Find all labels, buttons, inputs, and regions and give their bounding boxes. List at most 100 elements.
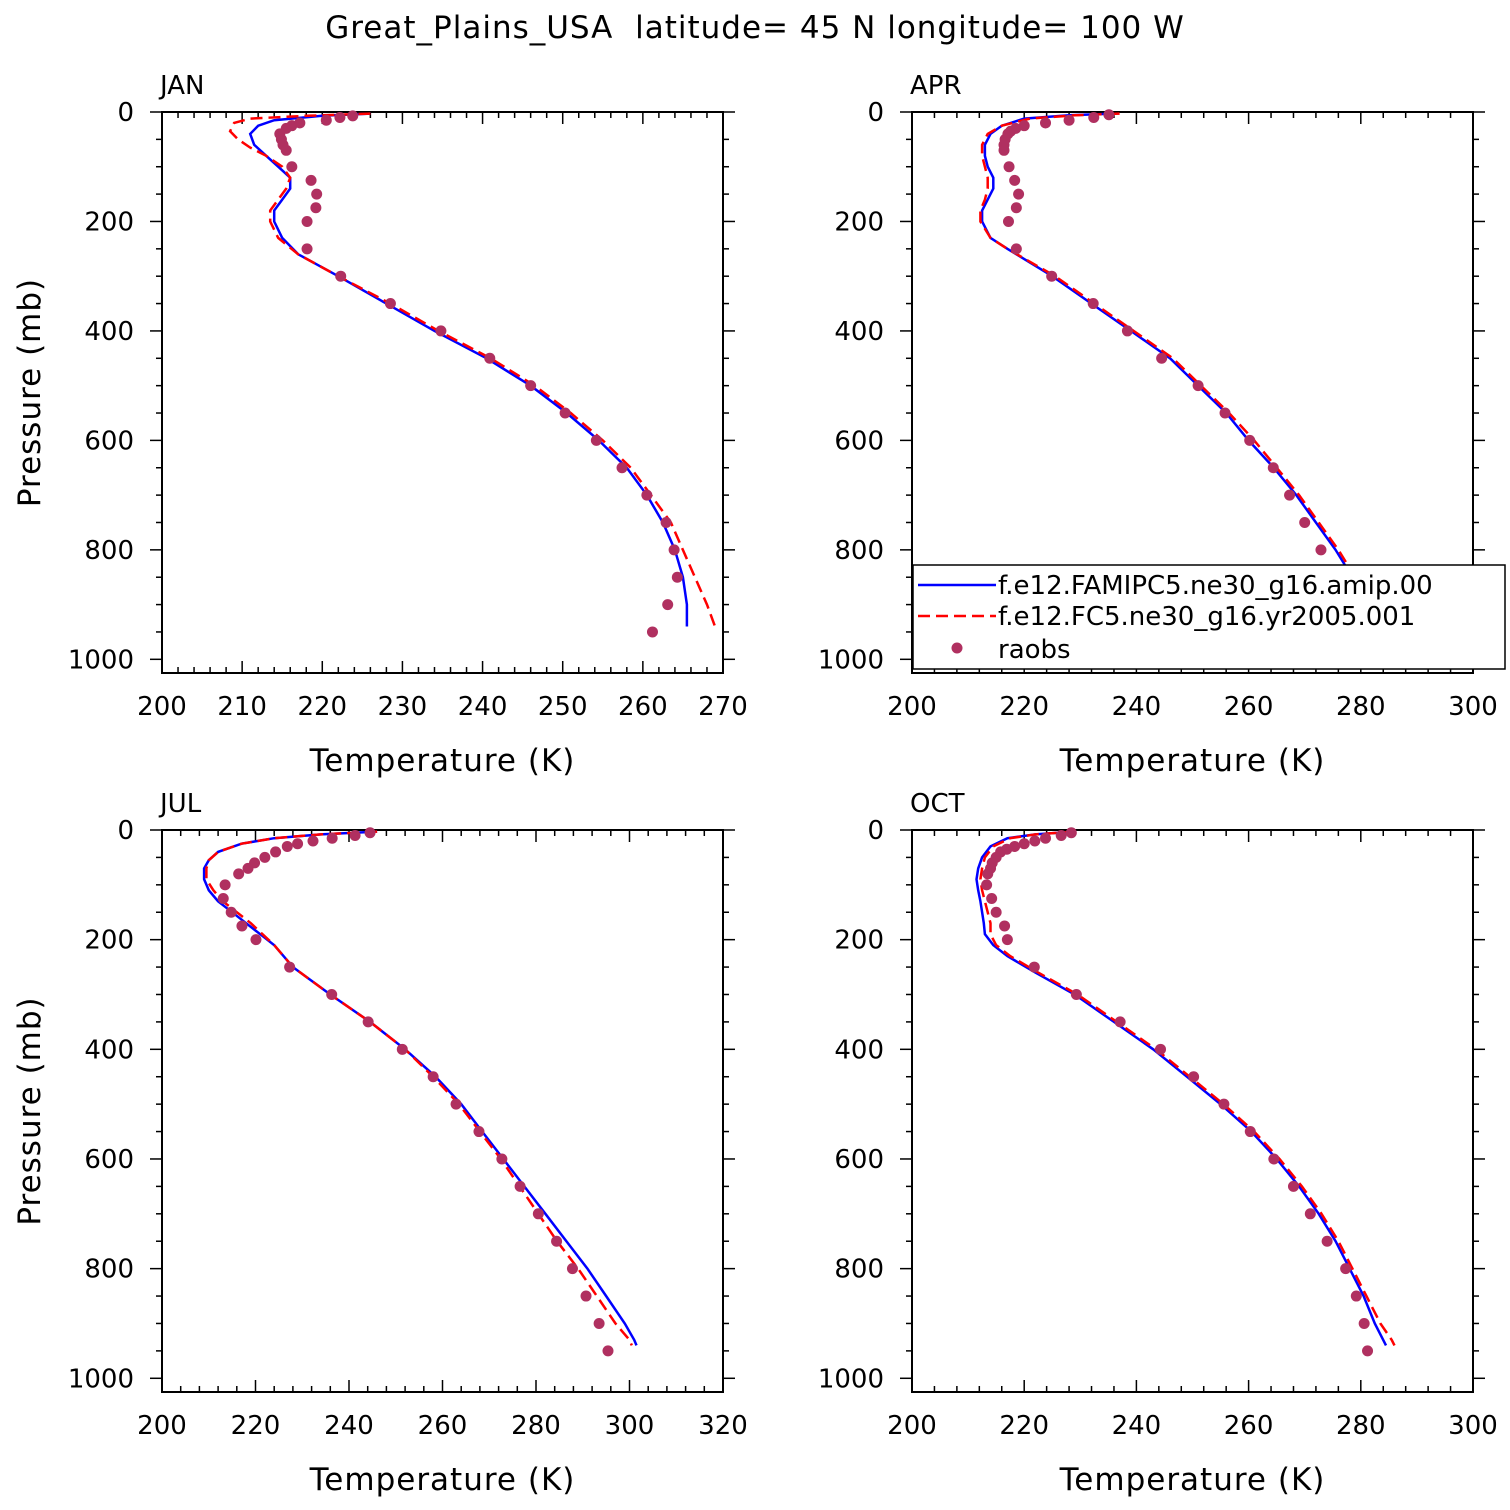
raobs-point [1155, 1043, 1167, 1055]
raobs-point [514, 1180, 526, 1192]
raobs-point [1103, 109, 1115, 121]
x-tick-label: 280 [1336, 1411, 1386, 1441]
raobs-point [1315, 544, 1327, 556]
raobs-point [280, 144, 292, 156]
x-tick-label: 240 [458, 692, 508, 722]
raobs-point [1055, 829, 1067, 841]
model-amip-line [980, 112, 1382, 628]
raobs-point [1018, 120, 1030, 132]
raobs-point [590, 434, 602, 446]
x-tick-label: 280 [511, 1411, 561, 1441]
raobs-point [1063, 114, 1075, 126]
raobs-point [982, 868, 994, 880]
plot-frame [161, 829, 724, 1393]
panel-jul: 200 220 240 260 280 300 320 0 200 400 600 800 1000 JU… [12, 789, 748, 1498]
y-axis-label: Pressure (mb) [12, 996, 48, 1225]
raobs-point [301, 243, 313, 255]
x-tick-label: 250 [538, 692, 588, 722]
x-tick-label: 260 [1224, 1411, 1274, 1441]
y-tick-label: 600 [834, 1145, 884, 1175]
raobs-point [1299, 516, 1311, 528]
raobs-point [1192, 380, 1204, 392]
x-tick-label: 240 [1112, 692, 1162, 722]
x-tick-label: 300 [605, 1411, 655, 1441]
legend-marker [951, 642, 963, 654]
raobs-point [532, 1208, 544, 1220]
legend-box [912, 564, 1506, 670]
raobs-point [1321, 1235, 1333, 1247]
raobs-point [668, 544, 680, 556]
x-tick-label: 320 [698, 1411, 748, 1441]
raobs-point [236, 920, 248, 932]
raobs-point [1028, 961, 1040, 973]
raobs-point [1362, 1345, 1374, 1357]
panel-apr: 200 220 240 260 280 300 0 200 400 600 800 1000 APR Te… [818, 71, 1498, 779]
raobs-point [347, 110, 359, 122]
x-tick-label: 200 [887, 1411, 937, 1441]
raobs-point [1010, 202, 1022, 214]
raobs-point [1268, 1153, 1280, 1165]
raobs-point [384, 298, 396, 310]
raobs-point [1121, 325, 1133, 337]
raobs-point [660, 516, 672, 528]
raobs-point [305, 174, 317, 186]
x-tick-label: 220 [999, 1411, 1049, 1441]
x-tick-label: 230 [378, 692, 428, 722]
y-tick-label: 400 [834, 1035, 884, 1065]
plot-frame [911, 829, 1474, 1393]
panel-label: JAN [158, 71, 204, 101]
y-tick-label: 200 [84, 207, 134, 237]
raobs-point [1358, 1317, 1370, 1329]
model-fc5-line [979, 830, 1396, 1346]
raobs-point [1002, 215, 1014, 227]
raobs-point [1244, 1126, 1256, 1138]
raobs-point [473, 1126, 485, 1138]
raobs-point [217, 893, 229, 905]
raobs-point [1009, 174, 1021, 186]
y-tick-label: 400 [84, 1035, 134, 1065]
y-tick-label: 400 [834, 317, 884, 347]
raobs-point [525, 380, 537, 392]
raobs-point [1340, 1263, 1352, 1275]
raobs-point [349, 829, 361, 841]
raobs-point [1046, 270, 1058, 282]
x-tick-label: 300 [1448, 692, 1498, 722]
raobs-point [307, 835, 319, 847]
raobs-point [310, 202, 322, 214]
raobs-point [1010, 243, 1022, 255]
raobs-point [335, 270, 347, 282]
raobs-point [334, 111, 346, 123]
x-axis-label: Temperature (K) [1059, 1462, 1326, 1498]
raobs-point [1114, 1016, 1126, 1028]
x-tick-label: 200 [137, 1411, 187, 1441]
x-tick-label: 200 [137, 692, 187, 722]
raobs-point [270, 846, 282, 858]
raobs-point [427, 1071, 439, 1083]
raobs-point [566, 1263, 578, 1275]
figure-title: Great_Plains_USA latitude= 45 N longitud… [325, 10, 1185, 46]
raobs-point [364, 827, 376, 839]
y-tick-label: 0 [117, 816, 134, 846]
raobs-point [450, 1098, 462, 1110]
plot-frame [161, 111, 724, 674]
raobs-point [250, 934, 262, 946]
raobs-point [292, 838, 304, 850]
x-tick-label: 280 [1336, 692, 1386, 722]
raobs-point [1040, 832, 1052, 844]
raobs-point [219, 879, 231, 891]
x-axis-label: Temperature (K) [1059, 743, 1326, 779]
y-tick-label: 0 [117, 98, 134, 128]
raobs-point [1188, 1071, 1200, 1083]
x-tick-label: 240 [1112, 1411, 1162, 1441]
y-tick-label: 1000 [68, 1364, 134, 1394]
raobs-point [593, 1317, 605, 1329]
y-tick-label: 600 [84, 1145, 134, 1175]
raobs-point [286, 161, 298, 173]
panel-label: APR [910, 71, 962, 101]
model-amip-line [975, 830, 1388, 1346]
raobs-point [326, 988, 338, 1000]
model-fc5-line [228, 112, 717, 627]
y-tick-label: 200 [834, 926, 884, 956]
y-tick-label: 800 [834, 536, 884, 566]
